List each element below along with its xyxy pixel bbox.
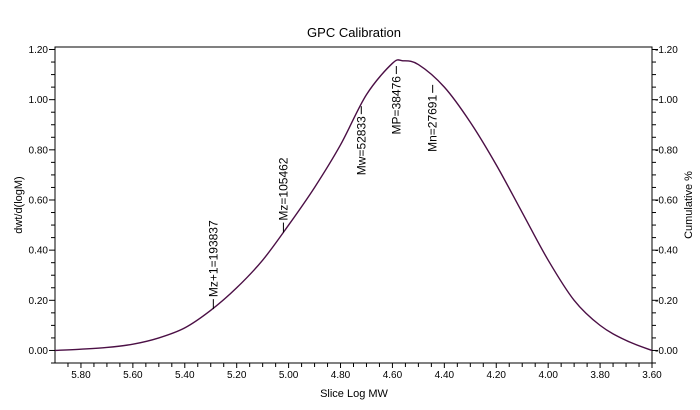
plot-area (54, 46, 653, 364)
chart-title: GPC Calibration (307, 25, 401, 40)
y-axis-left: 0.00 0.20 0.40 0.60 0.80 1.00 1.20 (29, 45, 55, 364)
annotations: Mz+1=193837 Mz=105462 Mw=52833 MP=38476 Mn=2… (206, 66, 440, 310)
y-tick-label: 1.00 (29, 95, 49, 106)
y-tick-label: 0.20 (29, 296, 49, 307)
y-tick-label: 1.20 (29, 45, 49, 56)
annotation-label: Mz+1=193837 (206, 220, 220, 297)
x-tick-label: 3.80 (590, 370, 610, 381)
y-tick-label: 0.00 (29, 346, 49, 357)
x-tick-label: 5.20 (227, 370, 247, 381)
y-axis-right: -0.00 -0.20 -0.40 -0.60 -0.80 -1.00 -1.20 (652, 45, 678, 364)
x-tick-label: 5.40 (175, 370, 195, 381)
y2-tick-label: -1.00 (655, 95, 678, 106)
x-tick-label: 5.00 (279, 370, 299, 381)
x-tick-label: 3.60 (642, 370, 662, 381)
x-tick-label: 4.80 (331, 370, 351, 381)
x-tick-label: 4.40 (435, 370, 455, 381)
x-tick-label: 4.20 (487, 370, 507, 381)
x-tick-label: 4.60 (383, 370, 403, 381)
annotation-label: Mw=52833 (354, 116, 368, 175)
x-tick-label: 5.60 (123, 370, 143, 381)
y-axis-label: dwt/d(logM) (13, 176, 25, 233)
y-tick-label: 0.60 (29, 195, 49, 206)
x-axis: 5.80 5.60 5.40 5.20 5.00 4.80 4.60 4.40 4.20 4.00… (67, 363, 662, 381)
y2-tick-label: -0.60 (655, 195, 678, 206)
y2-tick-label: -0.80 (655, 145, 678, 156)
y2-tick-label: -1.20 (655, 45, 678, 56)
x-axis-label: Slice Log MW (320, 388, 388, 400)
series-line (54, 59, 653, 352)
annotation-label: Mn=27691 (426, 95, 440, 152)
y2-axis-label: Cumulative % (683, 171, 695, 239)
y2-tick-label: -0.00 (655, 346, 678, 357)
y-tick-label: 0.80 (29, 145, 49, 156)
x-tick-label: 4.00 (538, 370, 558, 381)
annotation-label: MP=38476 (389, 76, 403, 135)
y-tick-label: 0.40 (29, 246, 49, 257)
annotation-label: Mz=105462 (276, 157, 290, 220)
x-tick-label: 5.80 (71, 370, 91, 381)
y2-tick-label: -0.40 (655, 246, 678, 257)
y2-tick-label: -0.20 (655, 296, 678, 307)
